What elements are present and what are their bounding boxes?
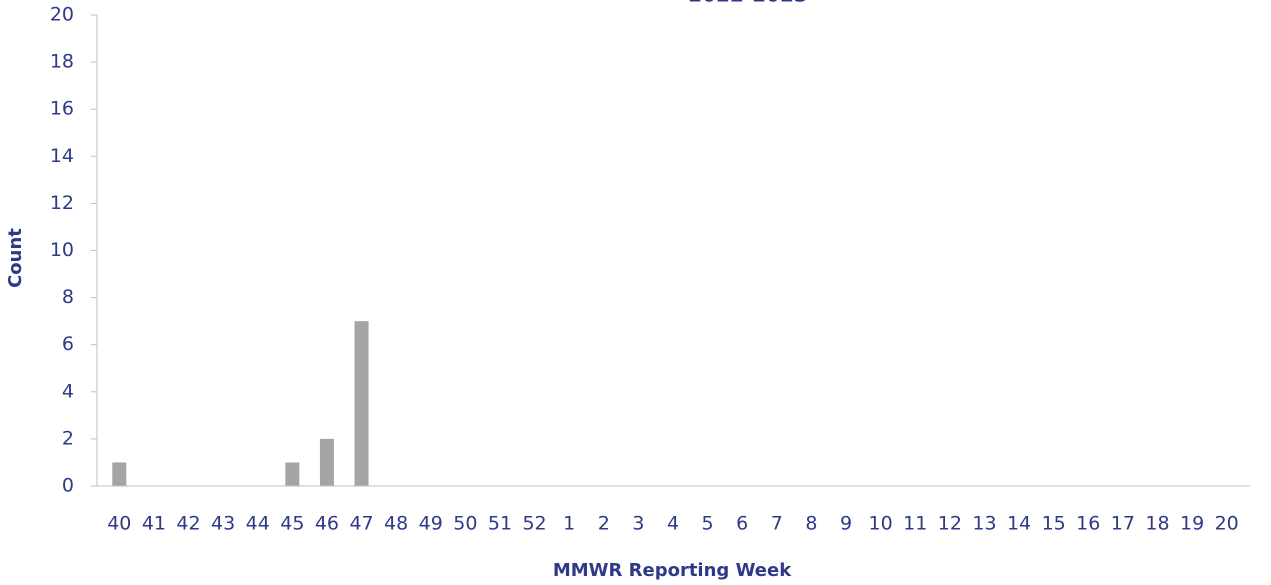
y-tick-label: 6 [62, 333, 74, 355]
x-tick-label: 51 [488, 513, 512, 535]
y-tick-label: 0 [62, 475, 74, 497]
x-tick-label: 44 [246, 513, 270, 535]
x-tick-label: 8 [805, 513, 817, 535]
y-tick-label: 18 [50, 51, 74, 73]
x-tick-label: 14 [1007, 513, 1031, 535]
x-tick-label: 50 [453, 513, 477, 535]
x-tick-label: 5 [702, 513, 714, 535]
x-tick-label: 1 [563, 513, 575, 535]
bar [354, 321, 369, 486]
x-tick-label: 20 [1215, 513, 1239, 535]
y-tick-label: 8 [62, 286, 74, 308]
x-tick-label: 19 [1180, 513, 1204, 535]
x-tick-label: 48 [384, 513, 408, 535]
y-tick-label: 20 [50, 4, 74, 26]
x-tick-label: 47 [349, 513, 373, 535]
x-tick-label: 11 [903, 513, 927, 535]
y-tick-label: 16 [50, 98, 74, 120]
bar [285, 462, 300, 486]
bar [112, 462, 127, 486]
y-tick-label: 10 [50, 239, 74, 261]
bar [319, 438, 334, 486]
x-tick-label: 41 [142, 513, 166, 535]
chart-title: 2022-2023 [688, 0, 808, 7]
y-tick-label: 14 [50, 145, 74, 167]
x-tick-label: 7 [771, 513, 783, 535]
x-tick-label: 3 [632, 513, 644, 535]
y-tick-label: 2 [62, 427, 74, 449]
y-tick-label: 12 [50, 192, 74, 214]
x-tick-label: 10 [869, 513, 893, 535]
x-tick-label: 9 [840, 513, 852, 535]
x-tick-label: 40 [107, 513, 131, 535]
x-tick-label: 15 [1042, 513, 1066, 535]
x-tick-label: 2 [598, 513, 610, 535]
x-tick-label: 46 [315, 513, 339, 535]
x-tick-label: 18 [1145, 513, 1169, 535]
x-tick-label: 16 [1076, 513, 1100, 535]
x-tick-label: 4 [667, 513, 679, 535]
y-tick-label: 4 [62, 380, 74, 402]
x-axis-title: MMWR Reporting Week [553, 560, 792, 581]
x-tick-label: 43 [211, 513, 235, 535]
x-tick-label: 13 [972, 513, 996, 535]
x-tick-label: 49 [419, 513, 443, 535]
x-tick-label: 45 [280, 513, 304, 535]
x-tick-label: 17 [1111, 513, 1135, 535]
x-tick-label: 42 [176, 513, 200, 535]
x-tick-label: 52 [522, 513, 546, 535]
y-axis-title: Count [5, 228, 26, 288]
x-tick-label: 12 [938, 513, 962, 535]
x-tick-label: 6 [736, 513, 748, 535]
